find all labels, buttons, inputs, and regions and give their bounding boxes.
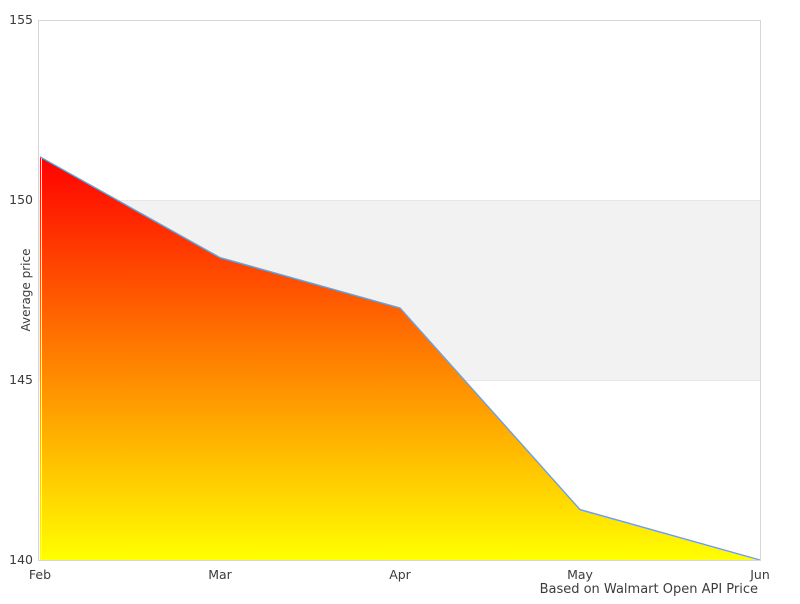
y-tick-label: 140 xyxy=(9,552,33,567)
y-axis-title: Average price xyxy=(19,248,33,332)
x-tick-label: Feb xyxy=(28,567,52,582)
chart-caption: Based on Walmart Open API Price xyxy=(539,582,758,597)
x-tick-label: May xyxy=(567,567,593,582)
plot-border xyxy=(38,20,761,561)
price-line xyxy=(39,156,761,561)
x-tick-label: Jun xyxy=(750,567,770,582)
x-tick-label: Apr xyxy=(389,567,411,582)
x-tick-label: Mar xyxy=(208,567,232,582)
y-tick-label: 150 xyxy=(9,192,33,207)
y-tick-label: 155 xyxy=(9,12,33,27)
y-tick-label: 145 xyxy=(9,372,33,387)
